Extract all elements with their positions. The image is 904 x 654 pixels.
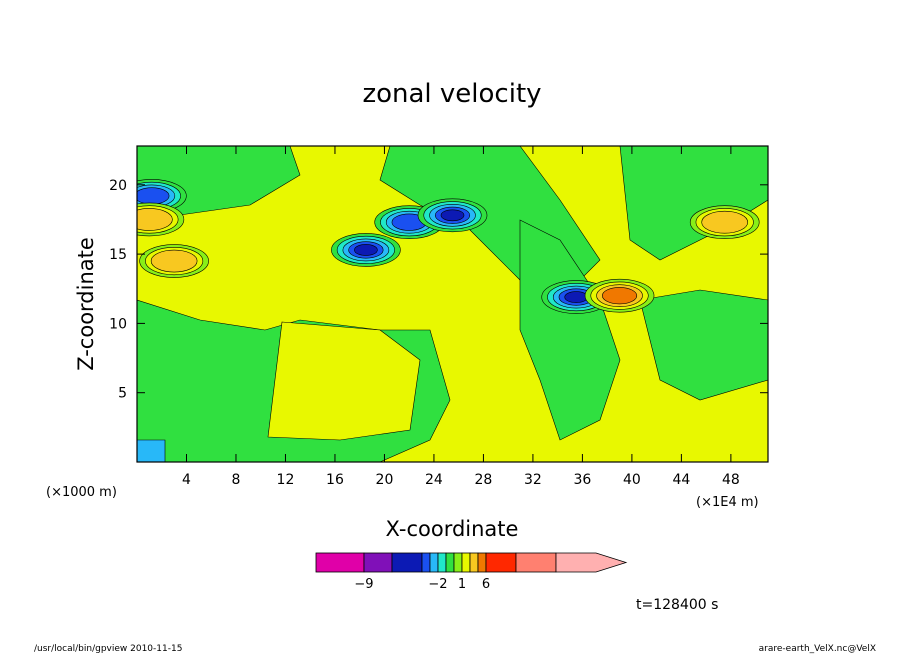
x-tick-label: 24 xyxy=(425,472,443,488)
colorbar-cell xyxy=(469,552,479,573)
footer-left: /usr/local/bin/gpview 2010-11-15 xyxy=(34,644,182,654)
field-band xyxy=(639,289,768,401)
positive-velocity-core xyxy=(584,278,655,313)
x-tick-label: 20 xyxy=(376,472,394,488)
x-tick-label: 8 xyxy=(232,472,241,488)
y-tick-label: 10 xyxy=(109,316,127,332)
positive-velocity-core xyxy=(137,202,185,237)
x-tick-label: 28 xyxy=(475,472,493,488)
colorbar-cell xyxy=(315,552,365,573)
x-tick-label: 40 xyxy=(623,472,641,488)
colorbar-cell xyxy=(363,552,393,573)
negative-velocity-core xyxy=(137,179,187,213)
colorbar-cell xyxy=(453,552,463,573)
x-axis-label: X-coordinate xyxy=(386,517,519,541)
x-ticks: 4 8 12 16 20 24 28 32 36 40 44 48 xyxy=(182,146,740,488)
plot-frame xyxy=(136,145,769,463)
field-band xyxy=(137,439,166,462)
x-unit-label: (×1000 m) xyxy=(46,485,117,500)
colorbar-cell xyxy=(461,552,471,573)
field-band xyxy=(267,321,421,441)
x-tick-label: 44 xyxy=(672,472,690,488)
colorbar-cell xyxy=(429,552,439,573)
velocity-field xyxy=(137,146,768,462)
colorbar-cell xyxy=(445,552,455,573)
colorbar-tick-label: 6 xyxy=(482,577,490,592)
colorbar-tick-label: −9 xyxy=(354,577,373,592)
colorbar-cell xyxy=(437,552,447,573)
y-tick-label: 15 xyxy=(109,247,127,263)
x-tick-label: 48 xyxy=(722,472,740,488)
x-tick-label: 4 xyxy=(182,472,191,488)
colorbar-tick-label: −2 xyxy=(428,577,447,592)
colorbar-cell xyxy=(391,552,423,573)
footer-right: arare-earth_VelX.nc@VelX xyxy=(759,644,876,654)
colorbar-arrow xyxy=(555,552,628,573)
colorbar-tick-label: 1 xyxy=(458,577,466,592)
negative-velocity-core xyxy=(331,233,401,267)
time-label: t=128400 s xyxy=(636,597,718,613)
negative-velocity-core xyxy=(417,198,488,233)
x-tick-label: 32 xyxy=(524,472,542,488)
x-tick-label: 12 xyxy=(277,472,295,488)
colorbar-cell xyxy=(515,552,557,573)
x-tick-label: 16 xyxy=(326,472,344,488)
y-ticks: 5 10 15 20 xyxy=(109,178,768,402)
x-tick-label: 36 xyxy=(573,472,591,488)
y-tick-label: 5 xyxy=(118,386,127,402)
field-band xyxy=(519,219,621,441)
colorbar-cell xyxy=(477,552,487,573)
y-axis-label: Z-coordinate xyxy=(74,237,98,371)
x-scale-label: (×1E4 m) xyxy=(696,495,759,510)
colorbar-cell xyxy=(421,552,431,573)
y-tick-label: 20 xyxy=(109,178,127,194)
positive-velocity-core xyxy=(689,205,760,240)
colorbar-cell xyxy=(485,552,517,573)
colorbar: −9 −2 1 6 xyxy=(315,552,628,592)
positive-velocity-core xyxy=(139,244,209,278)
chart-title: zonal velocity xyxy=(362,79,541,109)
